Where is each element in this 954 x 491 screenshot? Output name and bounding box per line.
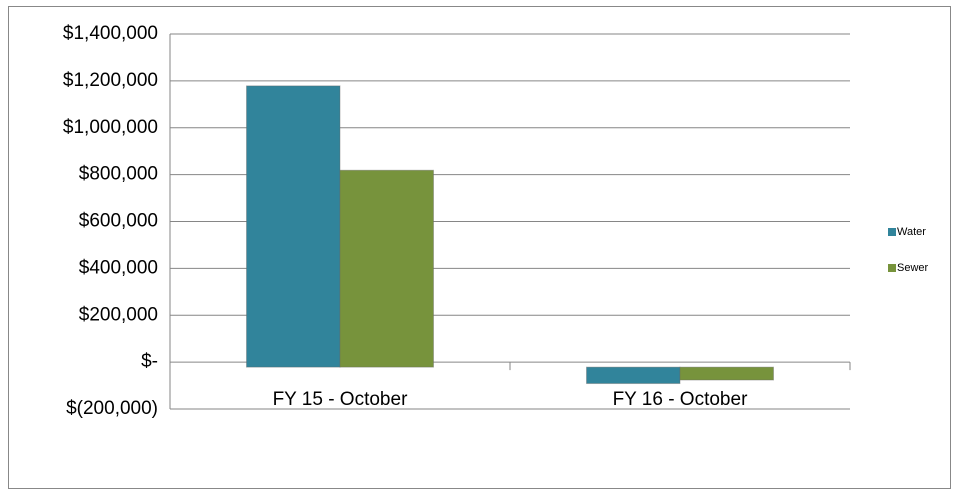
y-tick-label: $- bbox=[141, 351, 158, 372]
x-tick-label: FY 15 - October bbox=[273, 389, 408, 410]
legend-label: Water bbox=[897, 226, 926, 238]
y-tick-label: $800,000 bbox=[79, 164, 158, 185]
y-tick-label: $600,000 bbox=[79, 211, 158, 232]
y-tick-label: $(200,000) bbox=[66, 398, 158, 419]
y-tick-label: $1,200,000 bbox=[63, 70, 158, 91]
y-tick-label: $200,000 bbox=[79, 304, 158, 325]
chart-frame bbox=[8, 6, 951, 489]
bar bbox=[586, 366, 681, 385]
y-tick-label: $1,000,000 bbox=[63, 117, 158, 138]
x-tick-label: FY 16 - October bbox=[613, 389, 748, 410]
bar bbox=[339, 169, 434, 368]
y-tick-label: $400,000 bbox=[79, 257, 158, 278]
y-tick-label: $1,400,000 bbox=[63, 23, 158, 44]
legend-label: Sewer bbox=[897, 262, 929, 274]
legend-swatch bbox=[888, 264, 896, 272]
legend-swatch bbox=[888, 228, 896, 236]
bar bbox=[246, 85, 341, 368]
bar bbox=[679, 366, 774, 381]
